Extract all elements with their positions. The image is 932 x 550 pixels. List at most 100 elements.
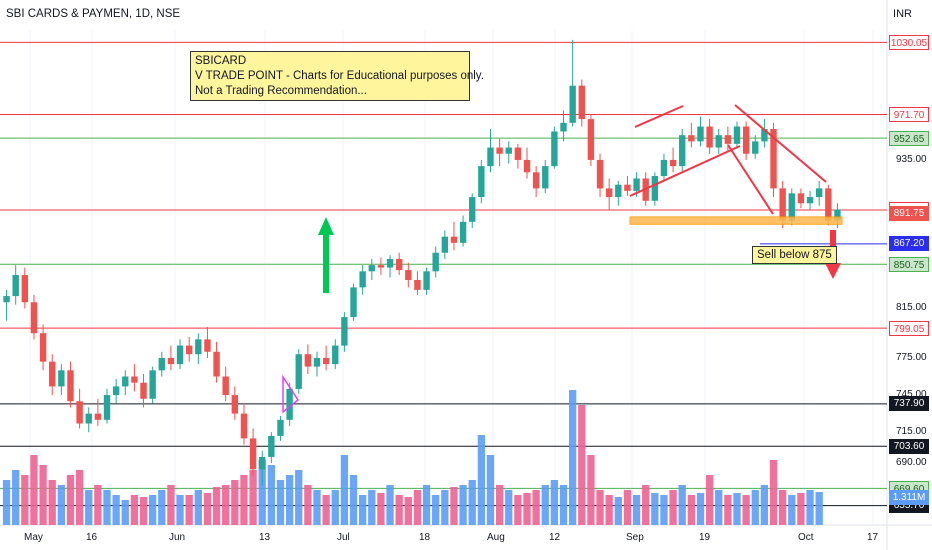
candle-body bbox=[815, 188, 823, 198]
candle-body bbox=[733, 126, 741, 144]
time-tick-label: Jun bbox=[169, 532, 186, 543]
volume-bar bbox=[194, 490, 202, 525]
price-tick-label: 935.00 bbox=[896, 153, 927, 165]
volume-bar bbox=[240, 475, 248, 525]
volume-bar bbox=[532, 490, 540, 525]
candle-body bbox=[359, 271, 366, 288]
volume-bar bbox=[569, 390, 577, 525]
volume-bar bbox=[57, 485, 65, 525]
volume-bar bbox=[267, 465, 275, 525]
candle-body bbox=[578, 85, 585, 120]
candle-body bbox=[834, 209, 841, 221]
volume-bar bbox=[523, 493, 531, 525]
time-tick-label: Sep bbox=[626, 532, 644, 543]
candle-body bbox=[332, 345, 339, 365]
candle-body bbox=[441, 236, 449, 253]
volume-bar bbox=[797, 493, 805, 525]
time-tick-label: Jul bbox=[337, 532, 350, 543]
candle-body bbox=[587, 119, 595, 160]
volume-bar bbox=[130, 495, 139, 525]
candle-body bbox=[368, 265, 375, 272]
price-level-label: 891.75 bbox=[889, 205, 929, 221]
candle-body bbox=[377, 265, 385, 268]
candle-body bbox=[615, 184, 622, 198]
volume-bar bbox=[331, 490, 339, 525]
candle-body bbox=[94, 413, 102, 420]
candle-body bbox=[761, 129, 768, 142]
volume-bar bbox=[103, 490, 111, 525]
volume-bar bbox=[295, 470, 303, 525]
volume-bar bbox=[696, 493, 705, 525]
candle-body bbox=[432, 252, 439, 272]
volume-bar bbox=[806, 490, 814, 525]
price-level-label: 952.65 bbox=[889, 130, 929, 146]
volume-bar bbox=[669, 490, 677, 525]
candle-body bbox=[158, 357, 165, 371]
volume-bar bbox=[139, 497, 148, 525]
candle-body bbox=[797, 193, 805, 204]
candle-body bbox=[770, 129, 777, 189]
volume-bar bbox=[450, 487, 458, 525]
volume-bar bbox=[495, 485, 504, 525]
volume-bar bbox=[395, 495, 403, 525]
candle-body bbox=[259, 456, 266, 470]
time-tick-label: 17 bbox=[867, 532, 879, 543]
volume-bar bbox=[322, 495, 330, 525]
trendline-breakdown bbox=[727, 144, 774, 215]
volume-bar bbox=[340, 455, 349, 525]
candle-body bbox=[478, 166, 485, 198]
volume-bar bbox=[769, 460, 778, 525]
volume-bar bbox=[167, 485, 175, 525]
trendline-lower bbox=[629, 145, 741, 197]
candle-body bbox=[688, 135, 695, 142]
volume-bar bbox=[614, 497, 622, 525]
volume-bar bbox=[422, 485, 431, 525]
candle-body bbox=[277, 419, 284, 436]
volume-bar bbox=[724, 495, 732, 525]
candle-body bbox=[752, 141, 759, 154]
volume-bar bbox=[222, 485, 230, 525]
volume-bar bbox=[642, 485, 650, 525]
candle-body bbox=[341, 317, 348, 346]
disclaimer-note: SBICARD V TRADE POINT - Charts for Educa… bbox=[190, 51, 484, 101]
candle-body bbox=[249, 438, 257, 470]
time-tick-label: 12 bbox=[549, 532, 561, 543]
volume-bar bbox=[176, 495, 184, 525]
candle-body bbox=[806, 197, 814, 204]
volume-bar bbox=[48, 480, 56, 525]
volume-bar bbox=[285, 475, 294, 525]
candle-body bbox=[386, 258, 394, 268]
price-tick-label: 690.00 bbox=[896, 457, 927, 469]
candle-body bbox=[231, 395, 239, 414]
candle-body bbox=[423, 271, 430, 290]
volume-bar bbox=[587, 455, 595, 525]
volume-bar bbox=[386, 485, 394, 525]
volume-bar bbox=[623, 490, 632, 525]
volume-bar bbox=[788, 495, 796, 525]
candle-body bbox=[176, 345, 184, 365]
candle-body bbox=[496, 147, 503, 154]
candle-body bbox=[569, 85, 576, 123]
candle-body bbox=[596, 159, 604, 189]
volume-bar bbox=[39, 465, 47, 525]
candle-body bbox=[304, 354, 312, 367]
volume-bar bbox=[578, 405, 586, 525]
price-tick-label: 775.00 bbox=[896, 351, 927, 363]
candle-body bbox=[450, 236, 458, 243]
price-level-label: 971.70 bbox=[889, 107, 929, 123]
volume-bar bbox=[779, 490, 787, 525]
symbol-title: SBI CARDS & PAYMEN, 1D, NSE bbox=[6, 8, 181, 20]
price-level-label: 737.90 bbox=[889, 396, 929, 412]
volume-bar bbox=[715, 490, 723, 525]
candle-body bbox=[213, 351, 220, 377]
candle-body bbox=[222, 376, 229, 396]
volume-bar bbox=[359, 495, 367, 525]
candle-body bbox=[140, 382, 147, 399]
candle-body bbox=[131, 376, 138, 383]
price-level-label: 1030.05 bbox=[889, 34, 929, 50]
time-tick-label: May bbox=[24, 532, 43, 543]
candle-body bbox=[58, 370, 65, 387]
candle-body bbox=[3, 296, 10, 303]
price-level-lines bbox=[0, 41, 887, 507]
